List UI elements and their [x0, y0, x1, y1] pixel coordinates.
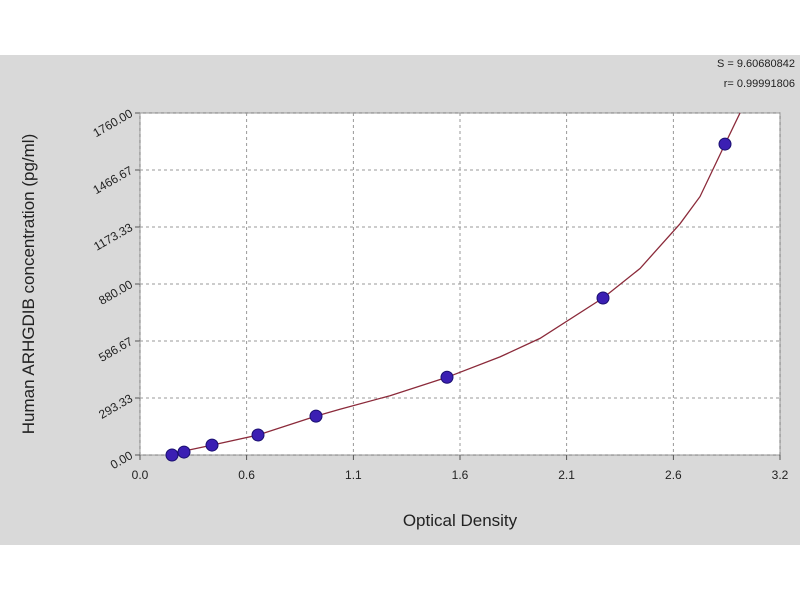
x-tick-label: 0.0 — [132, 468, 149, 482]
data-point — [596, 291, 610, 305]
x-tick-label: 1.1 — [345, 468, 362, 482]
fit-curve — [169, 112, 741, 455]
data-point — [309, 409, 323, 423]
x-tick-label: 3.2 — [772, 468, 789, 482]
data-point — [177, 445, 191, 459]
annotation: S = 9.60680842 — [717, 58, 795, 70]
data-point — [440, 370, 454, 384]
x-tick-label: 0.6 — [238, 468, 255, 482]
data-point — [165, 448, 179, 462]
data-point — [205, 438, 219, 452]
y-axis-label: Human ARHGDIB concentration (pg/ml) — [19, 134, 38, 434]
annotation: r= 0.99991806 — [724, 78, 795, 90]
data-point — [718, 137, 732, 151]
x-axis-label: Optical Density — [403, 511, 518, 530]
data-point — [251, 428, 265, 442]
x-tick-label: 2.6 — [665, 468, 682, 482]
x-tick-label: 1.6 — [452, 468, 469, 482]
x-tick-label: 2.1 — [558, 468, 575, 482]
